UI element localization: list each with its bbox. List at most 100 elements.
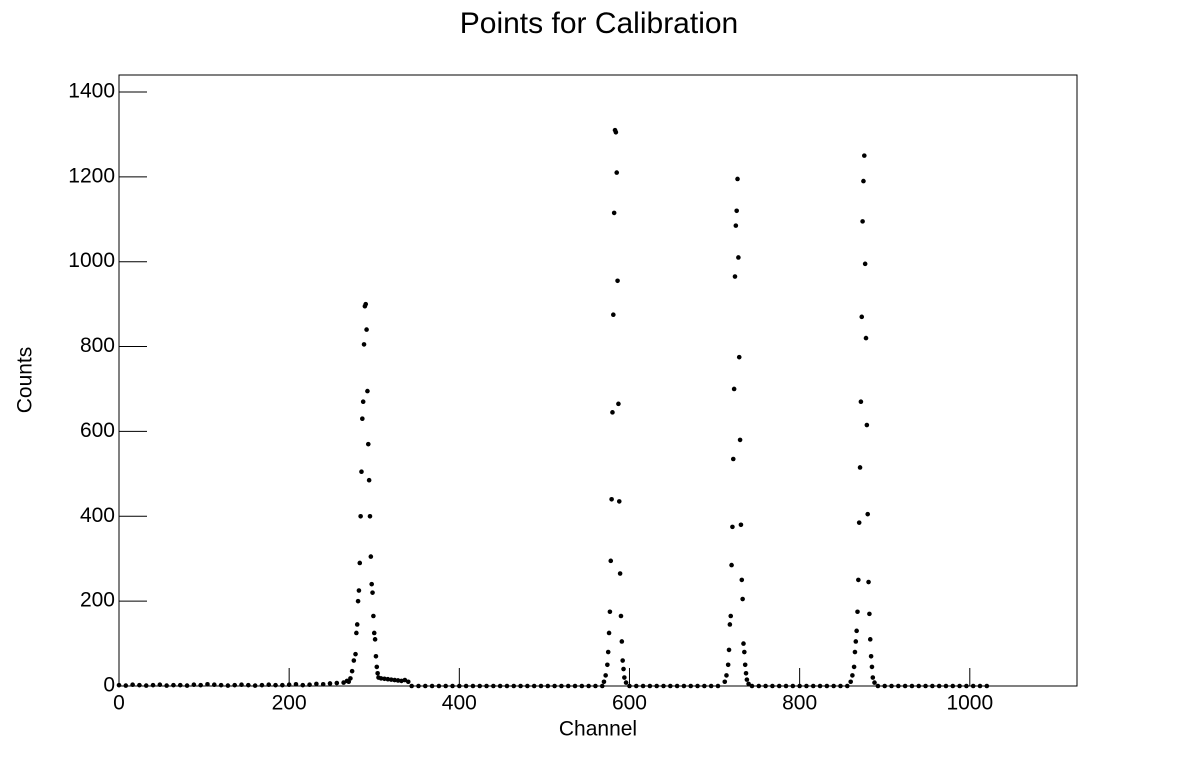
data-point — [450, 683, 455, 689]
data-point — [863, 335, 869, 341]
data-point — [741, 641, 746, 646]
data-point — [864, 422, 870, 428]
data-point — [851, 664, 857, 670]
data-point — [875, 683, 881, 689]
data-point — [865, 511, 871, 517]
data-point — [300, 682, 306, 688]
data-point — [266, 682, 272, 688]
data-point — [770, 683, 775, 689]
data-point — [740, 596, 745, 602]
data-point — [640, 683, 646, 689]
data-point — [307, 682, 312, 688]
data-point — [870, 675, 876, 680]
data-point — [726, 647, 732, 653]
data-point — [457, 683, 462, 689]
data-point — [225, 683, 231, 688]
data-point — [367, 513, 373, 519]
x-axis-label: Channel — [559, 718, 637, 741]
data-point — [615, 278, 620, 284]
data-point — [259, 682, 265, 688]
x-tick-label: 1000 — [946, 692, 993, 715]
data-point — [867, 611, 872, 617]
data-point — [372, 637, 378, 642]
data-point — [844, 683, 850, 689]
data-point — [143, 683, 149, 688]
data-point — [858, 399, 864, 405]
y-tick-label: 600 — [80, 419, 115, 442]
data-point — [357, 560, 363, 566]
data-point — [727, 622, 733, 627]
data-point — [327, 681, 333, 686]
data-point — [198, 682, 203, 688]
data-point — [164, 683, 169, 688]
data-point — [370, 590, 375, 595]
data-point — [171, 682, 176, 688]
data-point — [137, 682, 142, 688]
data-point — [810, 683, 816, 689]
data-point — [334, 680, 340, 686]
data-point — [737, 437, 743, 443]
data-point — [392, 677, 397, 683]
data-point — [405, 679, 411, 685]
y-tick-label: 800 — [80, 334, 115, 357]
data-point — [702, 683, 707, 689]
data-point — [232, 682, 238, 688]
data-point — [729, 562, 734, 568]
data-point — [611, 312, 616, 318]
data-point — [695, 683, 700, 689]
data-point — [749, 683, 755, 689]
data-point — [860, 219, 865, 224]
data-point — [621, 666, 626, 672]
data-point — [725, 662, 731, 668]
data-point — [356, 588, 362, 593]
data-point — [611, 210, 617, 216]
data-point — [728, 613, 734, 619]
data-point — [817, 683, 823, 689]
data-point — [838, 683, 843, 689]
data-point — [850, 673, 855, 678]
data-point — [359, 469, 364, 475]
data-point — [862, 261, 868, 267]
data-point — [862, 153, 867, 158]
data-point — [191, 682, 197, 688]
data-point — [790, 683, 796, 689]
data-point — [364, 327, 369, 332]
data-point — [150, 682, 156, 688]
data-point — [273, 682, 278, 688]
data-point — [889, 683, 894, 689]
data-point — [504, 683, 510, 689]
data-point — [617, 571, 623, 576]
data-point — [365, 388, 370, 394]
data-point — [366, 477, 372, 483]
data-point — [739, 577, 745, 583]
data-point — [736, 255, 741, 260]
data-point — [633, 683, 639, 689]
data-point — [854, 628, 859, 634]
data-point — [603, 673, 608, 678]
data-point — [853, 639, 859, 644]
data-point — [977, 683, 983, 689]
data-point — [382, 676, 387, 682]
y-tick-label: 1400 — [68, 80, 115, 103]
data-point — [627, 683, 632, 689]
data-point — [341, 680, 346, 685]
data-point — [371, 630, 377, 636]
data-point — [477, 683, 483, 689]
data-point — [252, 683, 258, 688]
data-point — [824, 683, 830, 689]
data-point — [355, 598, 361, 604]
data-point — [565, 683, 571, 689]
data-point — [320, 682, 326, 687]
data-point — [395, 678, 401, 683]
data-point — [852, 649, 858, 655]
data-point — [688, 683, 694, 689]
data-point — [622, 675, 627, 680]
data-point — [609, 497, 614, 502]
data-point — [734, 208, 739, 214]
data-point — [724, 673, 729, 678]
data-point — [744, 677, 750, 682]
data-point — [936, 683, 942, 689]
data-point — [742, 649, 747, 655]
data-point — [859, 314, 865, 320]
data-point — [661, 683, 666, 689]
